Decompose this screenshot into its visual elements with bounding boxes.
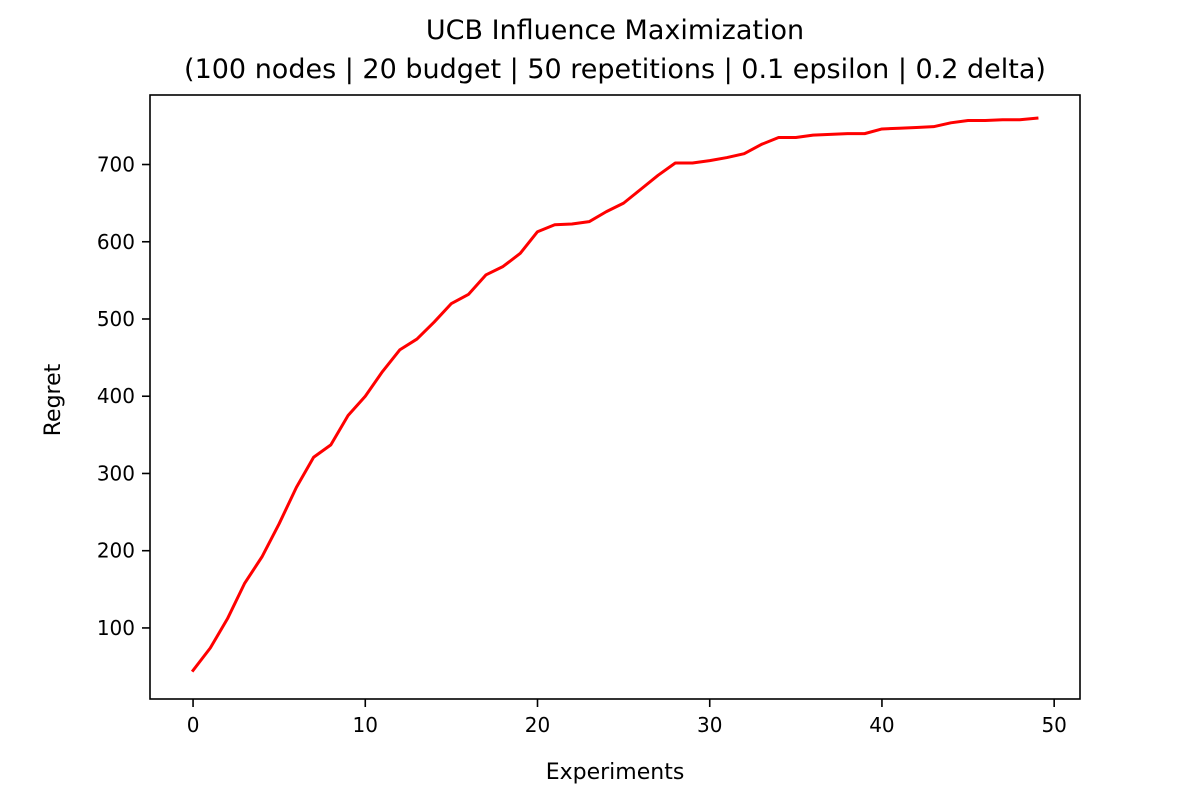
y-tick-label: 600	[97, 230, 135, 254]
x-tick-label: 20	[525, 713, 550, 737]
series-layer	[190, 116, 1039, 673]
chart-subtitle: (100 nodes | 20 budget | 50 repetitions …	[184, 54, 1046, 85]
y-tick-label: 300	[97, 461, 135, 485]
y-tick-label: 500	[97, 307, 135, 331]
x-tick-label: 30	[697, 713, 722, 737]
y-axis-label: Regret	[41, 363, 66, 436]
series-line	[190, 116, 1039, 673]
x-tick-label: 50	[1041, 713, 1066, 737]
chart-title: UCB Influence Maximization	[426, 15, 804, 46]
x-axis-ticks: 0 10 20 30 40 50	[187, 699, 1067, 737]
x-tick-label: 0	[187, 713, 200, 737]
x-axis-label: Experiments	[546, 760, 685, 785]
y-tick-label: 200	[97, 539, 135, 563]
y-tick-label: 100	[97, 616, 135, 640]
x-tick-label: 40	[869, 713, 894, 737]
x-tick-label: 10	[353, 713, 378, 737]
y-tick-label: 700	[97, 153, 135, 177]
y-tick-label: 400	[97, 384, 135, 408]
plot-frame	[149, 94, 1081, 700]
y-axis-ticks: 100 200 300 400 500 600 700	[97, 153, 150, 640]
